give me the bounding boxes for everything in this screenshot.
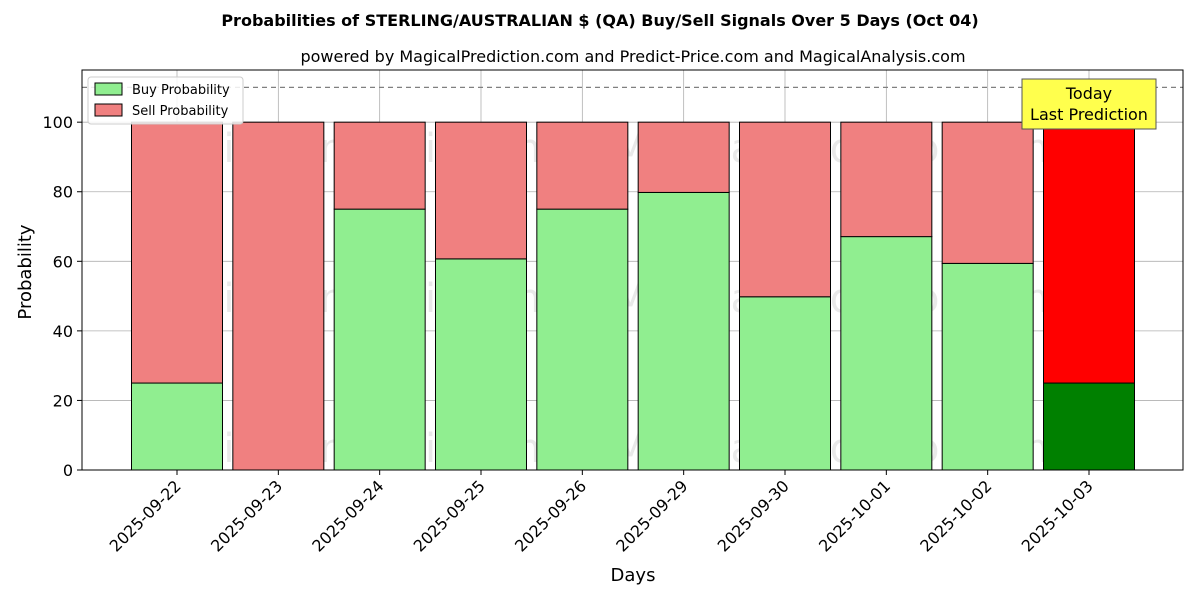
- sell-bar: [941, 121, 1034, 264]
- sell-bar: [739, 121, 831, 298]
- y-tick-label: 60: [53, 252, 73, 271]
- y-tick-label: 40: [53, 322, 73, 341]
- legend-label: Buy Probability: [132, 83, 230, 98]
- x-tick-label: 2025-09-22: [106, 476, 185, 555]
- buy-bar: [435, 258, 527, 471]
- sell-bar: [840, 121, 933, 238]
- annotation-line: Last Prediction: [1030, 105, 1148, 124]
- x-tick-label: 2025-10-02: [916, 476, 995, 555]
- chart-subtitle: powered by MagicalPrediction.com and Pre…: [300, 47, 965, 66]
- sell-bar: [435, 121, 527, 260]
- x-axis-label: Days: [611, 565, 656, 586]
- plot-frame: [81, 69, 1184, 471]
- buy-bar: [637, 191, 730, 471]
- x-tick-label: 2025-09-26: [511, 476, 590, 555]
- sell-bar: [131, 121, 223, 384]
- sell-bar: [232, 121, 325, 471]
- sell-bar: [637, 121, 730, 193]
- legend-swatch: [94, 103, 123, 117]
- x-tick-label: 2025-10-03: [1018, 476, 1097, 555]
- x-tick-label: 2025-10-01: [815, 476, 894, 555]
- y-tick-label: 0: [63, 461, 73, 480]
- x-tick-label: 2025-09-30: [714, 476, 793, 555]
- buy-bar: [536, 208, 629, 471]
- x-tick-label: 2025-09-25: [410, 476, 489, 555]
- sell-bar: [536, 121, 629, 210]
- buy-bar: [840, 236, 933, 471]
- chart-title: Probabilities of STERLING/AUSTRALIAN $ (…: [221, 11, 978, 30]
- legend: Buy Probability Sell Probability: [87, 76, 244, 125]
- annotation-box: [1021, 78, 1157, 130]
- legend-label: Sell Probability: [132, 104, 229, 119]
- annotation-line: Today: [1065, 84, 1112, 103]
- x-tick-label: 2025-09-24: [308, 476, 387, 555]
- today-annotation: Today Last Prediction: [1021, 78, 1157, 130]
- legend-box: [87, 76, 244, 125]
- buy-bar: [941, 262, 1034, 471]
- y-axis-label: Probability: [15, 224, 36, 319]
- buy-bar: [739, 296, 831, 471]
- x-tick-label: 2025-09-23: [207, 476, 286, 555]
- sell-bar: [1043, 121, 1135, 384]
- y-tick-label: 100: [42, 113, 73, 132]
- sell-bar: [333, 121, 426, 210]
- buy-bar: [333, 208, 426, 471]
- legend-swatch: [94, 82, 123, 96]
- buy-bar: [131, 382, 223, 471]
- x-tick-label: 2025-09-29: [612, 476, 691, 555]
- y-tick-label: 20: [53, 391, 73, 410]
- y-tick-label: 80: [53, 183, 73, 202]
- bars-layer: [82, 86, 1183, 471]
- buy-bar: [1043, 382, 1135, 471]
